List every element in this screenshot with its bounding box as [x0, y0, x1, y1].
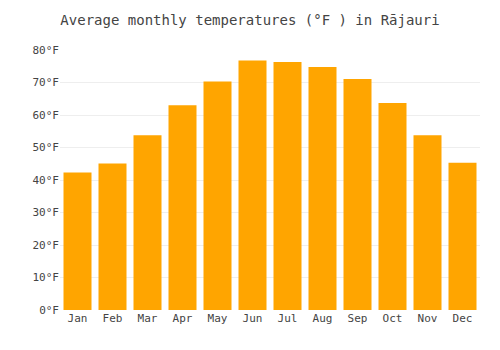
svg-text:Feb: Feb: [103, 312, 123, 325]
svg-text:Aug: Aug: [313, 312, 333, 325]
svg-text:Dec: Dec: [453, 312, 473, 325]
svg-text:60°F: 60°F: [33, 109, 60, 122]
svg-text:70°F: 70°F: [33, 76, 60, 89]
svg-text:May: May: [208, 312, 228, 325]
svg-text:Jul: Jul: [278, 312, 298, 325]
svg-text:Jun: Jun: [243, 312, 263, 325]
svg-text:Oct: Oct: [383, 312, 403, 325]
svg-text:Jan: Jan: [68, 312, 88, 325]
svg-text:0°F: 0°F: [39, 304, 59, 317]
svg-text:Mar: Mar: [138, 312, 158, 325]
svg-text:Average monthly temperatures (: Average monthly temperatures (°F ) in Rā…: [60, 12, 439, 28]
svg-text:10°F: 10°F: [33, 271, 60, 284]
svg-text:80°F: 80°F: [33, 44, 60, 57]
svg-text:30°F: 30°F: [33, 206, 60, 219]
svg-text:Sep: Sep: [348, 312, 368, 325]
svg-text:20°F: 20°F: [33, 239, 60, 252]
svg-text:50°F: 50°F: [33, 141, 60, 154]
svg-text:Apr: Apr: [173, 312, 193, 325]
svg-text:40°F: 40°F: [33, 174, 60, 187]
svg-text:Nov: Nov: [418, 312, 438, 325]
